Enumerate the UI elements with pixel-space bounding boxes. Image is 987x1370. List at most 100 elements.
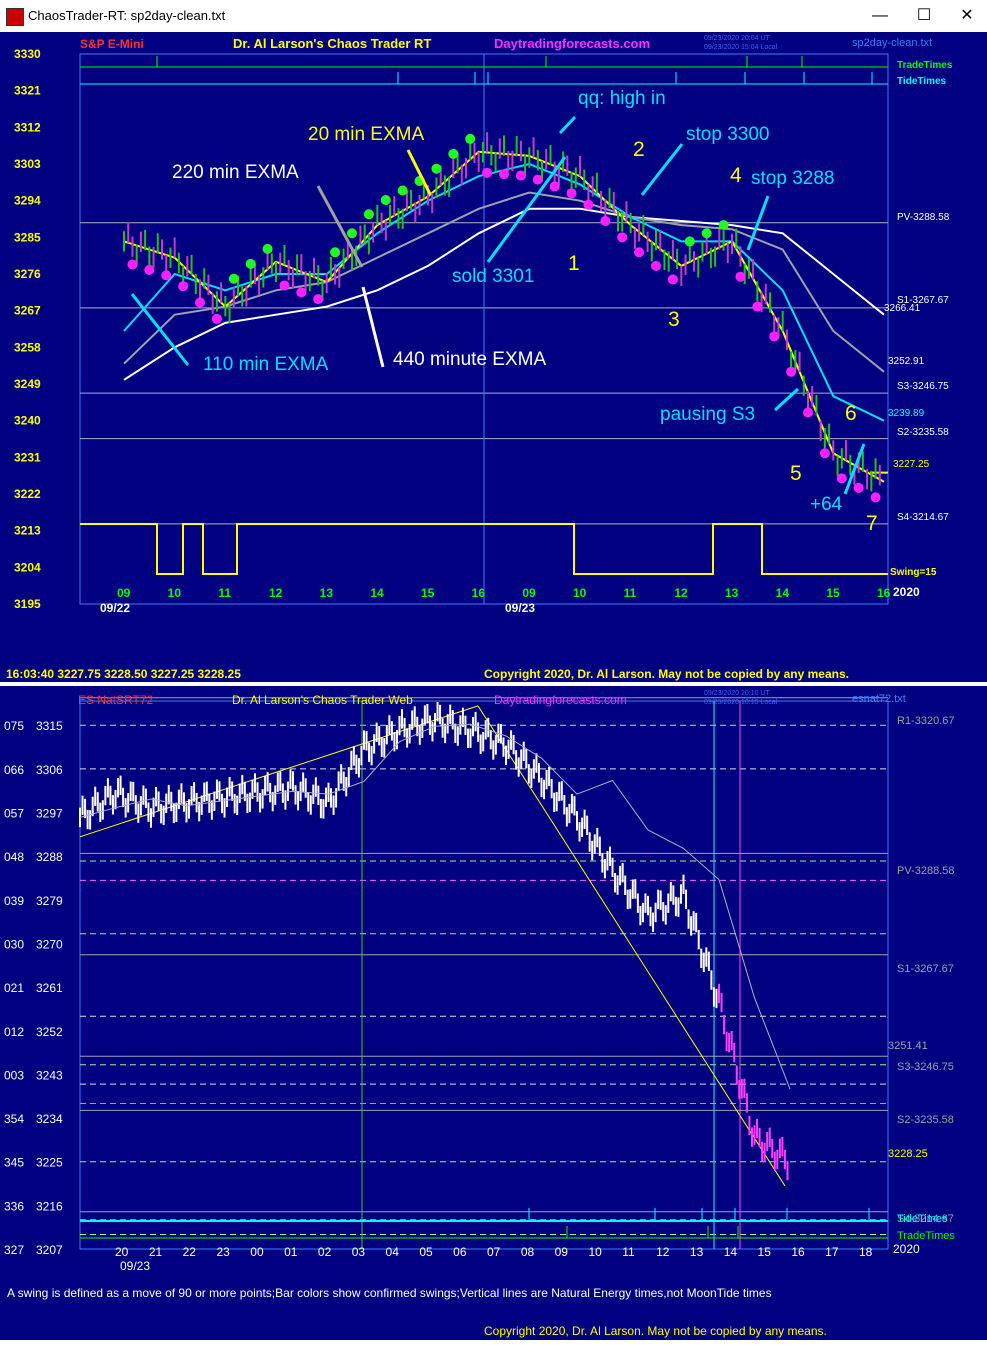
top-swing-indicator <box>80 523 888 575</box>
bottom-label-tide: TideTimes <box>897 1213 948 1225</box>
minimize-button[interactable]: — <box>872 7 888 24</box>
annot-stop3300: stop 3300 <box>686 124 769 145</box>
top-down-dot <box>617 232 628 243</box>
top-down-dot <box>769 331 780 342</box>
top-y-tick: 3321 <box>14 84 41 98</box>
bottom-x-tick: 05 <box>419 1245 433 1259</box>
top-down-dot <box>583 199 594 210</box>
bottom-y-tick-price: 3270 <box>36 937 63 951</box>
bottom-y-tick-angle: 354 <box>4 1112 24 1126</box>
bottom-y-tick-price: 3225 <box>36 1156 63 1170</box>
top-status: 16:03:40 3227.75 3228.50 3227.25 3228.25 <box>6 667 241 681</box>
bottom-x-tick: 17 <box>825 1245 839 1259</box>
top-up-dot <box>465 133 476 144</box>
annot-exma20: 20 min EXMA <box>308 124 424 145</box>
bottom-app-title: Dr. Al Larson's Chaos Trader Web <box>232 693 413 707</box>
top-label-ma3: 3239.89 <box>888 408 925 419</box>
top-site: Daytradingforecasts.com <box>494 36 650 51</box>
bottom-y-tick-price: 3207 <box>36 1243 63 1257</box>
top-down-dot <box>482 167 493 178</box>
annot-n1: 1 <box>568 252 580 275</box>
top-down-dot <box>211 313 222 324</box>
top-x-tick: 15 <box>826 586 840 600</box>
annot-n5: 5 <box>790 462 802 485</box>
top-x-tick: 14 <box>370 586 384 600</box>
annot-qq: qq: high in <box>578 88 666 109</box>
top-annotations: qq: high in 20 min EXMA 220 min EXMA 110… <box>130 88 878 535</box>
top-series-line-3 <box>123 207 885 381</box>
bottom-y-tick-price: 3261 <box>36 981 63 995</box>
bottom-stamp-1: 09/23/2020 20:10 UT <box>704 690 770 697</box>
top-down-dot <box>752 301 763 312</box>
top-down-dot <box>803 407 813 418</box>
bottom-x-tick: 07 <box>487 1245 501 1259</box>
top-y-tick: 3258 <box>14 340 41 354</box>
top-chart: 3330332133123303329432853276326732583249… <box>6 35 953 681</box>
top-y-tick: 3267 <box>14 304 41 318</box>
bottom-y-tick-price: 3234 <box>36 1112 63 1126</box>
bottom-label-trade: TradeTimes <box>897 1230 955 1242</box>
top-y-tick: 3222 <box>14 487 41 501</box>
maximize-button[interactable]: ☐ <box>916 7 932 24</box>
bottom-stamp-2: 09/23/2020 10:10 Local <box>704 699 778 706</box>
bottom-y-tick-angle: 075 <box>4 719 24 733</box>
annot-n7: 7 <box>866 512 878 535</box>
top-down-dot <box>532 174 543 185</box>
top-series-line-2 <box>123 191 885 373</box>
annot-n4: 4 <box>730 164 742 187</box>
top-tide-times: TideTimes <box>897 76 947 87</box>
bottom-copyright: Copyright 2020, Dr. Al Larson. May not b… <box>484 1324 827 1338</box>
close-button[interactable]: ✕ <box>960 7 974 24</box>
top-down-dot <box>499 169 509 180</box>
top-label-s1: S1-3267.67 <box>897 295 949 306</box>
top-stamp-2: 09/23/2020 15:04 Local <box>704 44 778 51</box>
bottom-footnote: A swing is defined as a move of 90 or mo… <box>7 1286 772 1300</box>
top-up-dot <box>330 247 341 258</box>
top-down-dot <box>566 188 577 199</box>
bottom-label-pv: PV-3288.58 <box>897 865 955 877</box>
top-x-tick: 09 <box>117 586 131 600</box>
top-down-dot <box>735 271 746 282</box>
bottom-y-tick-price: 3306 <box>36 763 63 777</box>
bottom-x-tick: 16 <box>791 1245 805 1259</box>
top-x-tick: 16 <box>877 586 891 600</box>
bottom-x-tick: 04 <box>386 1245 400 1259</box>
bottom-x-tick: 08 <box>521 1245 535 1259</box>
bottom-y-tick-angle: 003 <box>4 1068 24 1082</box>
top-x-tick: 15 <box>421 586 435 600</box>
top-label-swing: Swing=15 <box>890 567 937 578</box>
top-y-tick: 3240 <box>14 414 41 428</box>
bottom-x-tick: 10 <box>588 1245 602 1259</box>
app-icon <box>6 8 24 26</box>
bottom-label-ma: 3251.41 <box>888 1040 928 1052</box>
bottom-trendline-up <box>79 705 479 838</box>
annot-n3: 3 <box>668 308 680 331</box>
bottom-file: esnat72.txt <box>852 693 906 705</box>
bottom-x-tick: 20 <box>115 1245 129 1259</box>
top-up-dot <box>448 148 459 159</box>
top-x-tick: 13 <box>320 586 334 600</box>
annot-n2: 2 <box>633 138 645 161</box>
top-down-dot <box>127 259 138 270</box>
top-down-dot <box>853 482 864 493</box>
annot-qq-arrow <box>558 115 577 135</box>
bottom-y-tick-angle: 012 <box>4 1025 24 1039</box>
title-bar: ChaosTrader-RT: sp2day-clean.txt — ☐ ✕ <box>0 0 987 33</box>
top-x-tick: 12 <box>674 586 688 600</box>
top-up-dot <box>363 209 374 220</box>
top-year: 2020 <box>893 585 920 599</box>
bottom-y-tick-price: 3243 <box>36 1068 63 1082</box>
top-up-dot <box>431 163 442 174</box>
top-y-tick: 3276 <box>14 267 41 281</box>
bottom-y-tick-angle: 327 <box>4 1243 24 1257</box>
top-down-dot <box>836 473 847 484</box>
top-label-price: 3227.25 <box>893 459 930 470</box>
top-up-dot <box>262 243 273 254</box>
top-up-dot <box>380 194 391 205</box>
bottom-y-tick-angle: 021 <box>4 981 24 995</box>
bottom-y-tick-angle: 066 <box>4 763 24 777</box>
top-date-1: 09/22 <box>100 601 130 615</box>
top-y-tick: 3294 <box>14 194 41 208</box>
top-down-dot <box>786 366 797 377</box>
